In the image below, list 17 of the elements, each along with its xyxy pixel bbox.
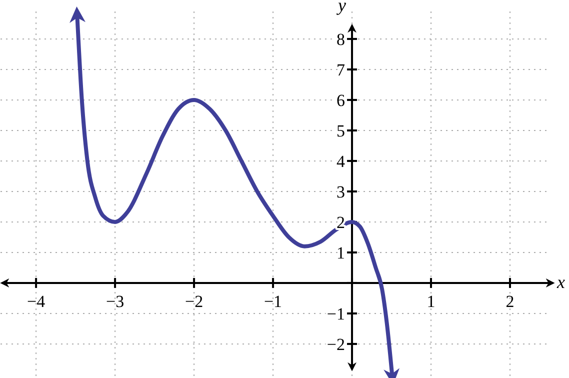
y-tick-label: 1	[336, 243, 346, 262]
x-axis-title: x	[556, 272, 565, 292]
x-tick-label: 1	[426, 292, 436, 311]
y-tick-label: −2	[326, 334, 346, 354]
x-tick-label: −4	[27, 292, 46, 311]
x-tick-label: −1	[264, 292, 282, 311]
y-tick-label: 4	[336, 152, 346, 171]
x-tick-label: −2	[184, 292, 204, 311]
y-tick-label: −1	[326, 304, 346, 324]
x-tick-label: 2	[506, 292, 514, 311]
y-tick-label: 7	[336, 60, 346, 80]
y-tick-label: 3	[336, 182, 346, 202]
x-tick-label: −3	[106, 292, 124, 311]
y-tick-label: 5	[336, 121, 346, 140]
y-tick-label: 6	[336, 90, 346, 110]
y-axis-title: y	[336, 0, 346, 15]
y-tick-label: 8	[336, 30, 346, 49]
